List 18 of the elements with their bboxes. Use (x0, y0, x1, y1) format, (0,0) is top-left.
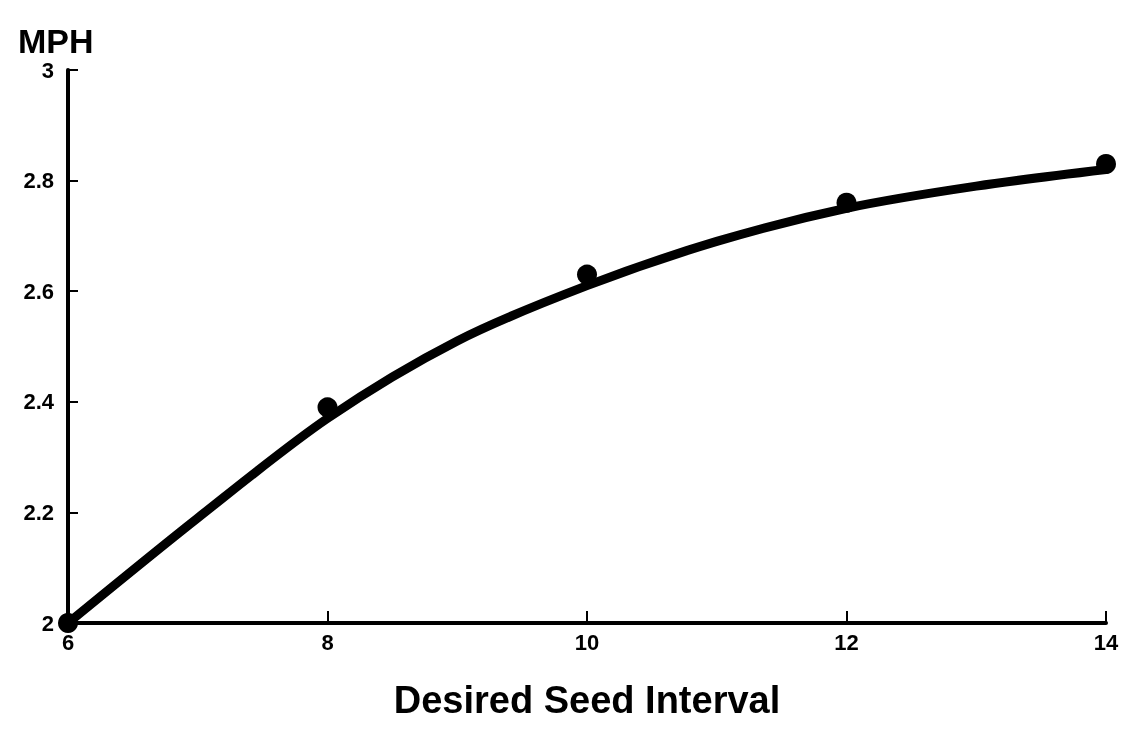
x-tick-label: 6 (61, 629, 75, 655)
point (317, 397, 338, 418)
point (58, 613, 78, 633)
y-tick-label: 2.2 (23, 499, 54, 525)
y-tick-label: 2.8 (23, 168, 54, 194)
x-tick-label: 8 (321, 629, 334, 655)
x-tick-label: 14 (1093, 629, 1119, 655)
point (577, 264, 597, 285)
x-tick-label: 10 (574, 629, 600, 655)
y-tick-label: 2 (41, 610, 54, 636)
x-tick-label: 12 (834, 629, 859, 655)
point (1096, 154, 1116, 174)
x-axis-title: Desired Seed Interval (393, 679, 781, 721)
point (836, 192, 857, 213)
y-tick-label: 2.6 (23, 278, 54, 304)
y-tick-label: 2.4 (23, 389, 55, 415)
y-tick-label: 3 (41, 57, 54, 83)
y-axis-title: MPH (18, 22, 94, 60)
